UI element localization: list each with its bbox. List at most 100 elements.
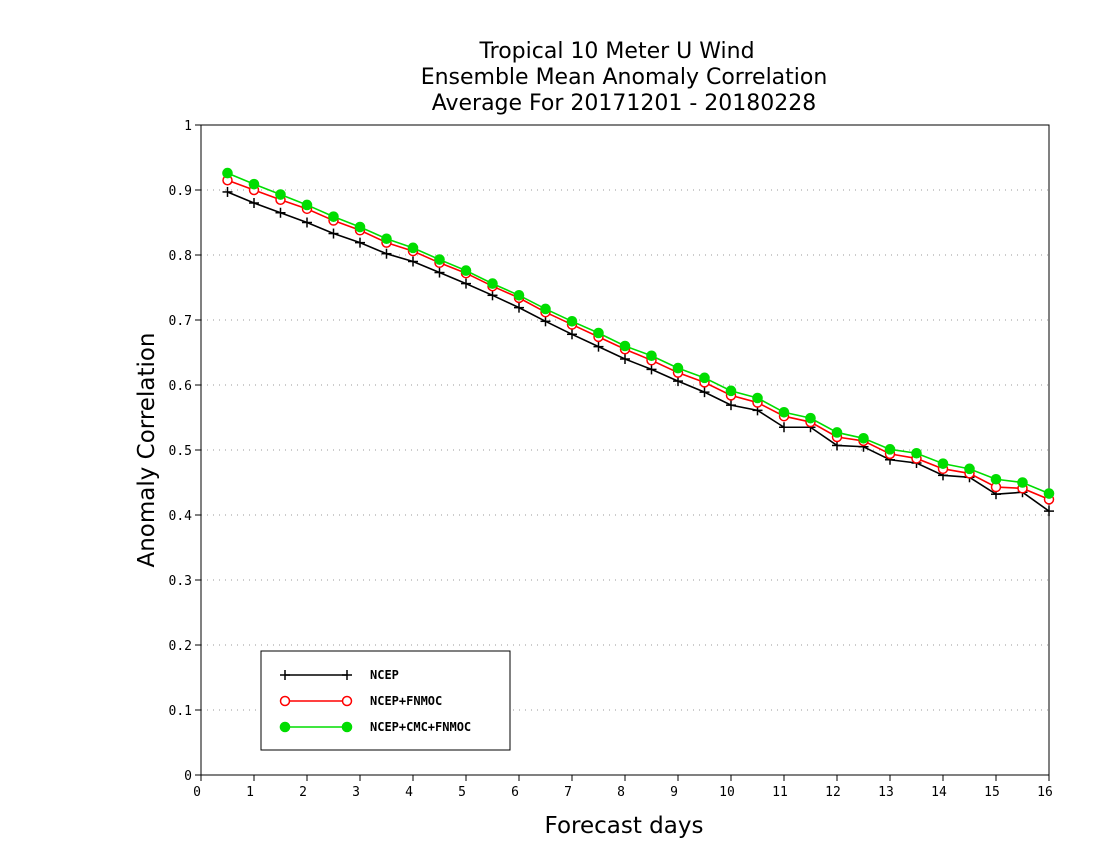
data-point [699, 387, 710, 398]
data-point [487, 290, 498, 301]
legend-label: NCEP [370, 668, 399, 682]
x-tick-label: 10 [719, 785, 735, 800]
x-tick-label: 15 [984, 785, 1000, 800]
title-line-1: Tropical 10 Meter U Wind [478, 39, 754, 64]
data-point [593, 341, 604, 352]
legend-label: NCEP+FNMOC [370, 694, 442, 708]
title-line-3: Average For 20171201 - 20180228 [432, 91, 817, 116]
data-point [699, 372, 710, 384]
chart-title: Tropical 10 Meter U Wind Ensemble Mean A… [421, 39, 828, 116]
legend-item: NCEP+FNMOC [279, 694, 442, 708]
x-tick-label: 0 [193, 785, 201, 800]
data-point [593, 327, 604, 339]
data-point [408, 256, 418, 267]
data-point [646, 364, 657, 375]
series-line [227, 179, 1050, 501]
y-tick-label: 0.3 [169, 574, 192, 589]
x-tick-label: 12 [825, 785, 841, 800]
x-tick-label: 8 [617, 785, 625, 800]
data-point [778, 407, 790, 418]
data-point [461, 278, 471, 289]
data-point [725, 385, 737, 397]
data-point [566, 316, 578, 327]
data-point [222, 167, 233, 179]
x-tick-label: 16 [1037, 785, 1053, 800]
legend-marker [279, 695, 291, 707]
legend-marker [341, 721, 353, 733]
data-point [381, 248, 392, 259]
data-point [540, 303, 551, 315]
data-point [275, 207, 286, 218]
x-tick-label: 5 [458, 785, 466, 800]
data-point [672, 362, 684, 374]
data-point [301, 199, 313, 211]
data-point [328, 211, 339, 222]
data-point [540, 316, 551, 327]
x-tick-label: 6 [511, 785, 519, 800]
legend-label: NCEP+CMC+FNMOC [370, 720, 471, 734]
y-tick-label: 0.5 [169, 444, 192, 459]
series-layer [222, 167, 1055, 517]
y-tick-label: 0.9 [169, 184, 192, 199]
legend-marker [280, 670, 290, 680]
x-tick-label: 3 [352, 785, 360, 800]
data-point [752, 392, 763, 404]
data-point [1017, 477, 1028, 488]
y-tick-label: 0.7 [169, 314, 192, 329]
data-point [355, 237, 365, 248]
x-tick-label: 7 [564, 785, 572, 800]
legend-marker [279, 721, 291, 733]
data-point [831, 427, 843, 438]
data-point [884, 444, 896, 455]
legend-marker [341, 695, 353, 707]
data-point [302, 217, 312, 228]
gridlines [201, 189, 1049, 711]
data-point [726, 400, 736, 411]
legend: NCEP NCEP+FNMOC NCEP+CMC+FNMOC [260, 650, 511, 751]
x-axis-label: Forecast days [545, 813, 704, 839]
data-point [249, 198, 259, 208]
data-point [646, 350, 657, 362]
title-line-2: Ensemble Mean Anomaly Correlation [421, 65, 828, 90]
y-tick-label: 0.4 [169, 509, 193, 524]
data-point [248, 178, 260, 190]
x-tick-label: 13 [878, 785, 894, 800]
x-tick-label: 14 [931, 785, 947, 800]
data-point [434, 267, 445, 278]
data-point [1043, 488, 1055, 499]
data-point [937, 458, 949, 469]
x-tick-label: 11 [772, 785, 788, 800]
x-tick-label: 1 [246, 785, 254, 800]
y-axis: 0 0.1 0.2 0.3 0.4 0.5 0.6 0.7 0.8 0.9 1 [169, 119, 201, 784]
x-tick-label: 4 [405, 785, 413, 800]
data-point [964, 463, 975, 475]
series-1 [222, 175, 1055, 505]
data-point [460, 265, 472, 276]
data-point [513, 290, 525, 301]
series-2 [222, 167, 1055, 499]
x-tick-label: 2 [299, 785, 307, 800]
legend-item: NCEP+CMC+FNMOC [279, 720, 471, 734]
data-point [434, 254, 445, 265]
data-point [381, 233, 392, 245]
legend-marker [342, 670, 352, 680]
data-point [487, 278, 498, 289]
data-point [222, 186, 233, 197]
y-tick-label: 0.2 [169, 639, 192, 654]
x-tick-label: 9 [670, 785, 678, 800]
data-point [858, 433, 869, 444]
y-tick-label: 1 [184, 119, 192, 134]
legend-item: NCEP [280, 668, 399, 682]
y-tick-label: 0.6 [169, 379, 192, 394]
data-point [779, 422, 789, 433]
data-point [354, 221, 366, 233]
data-point [328, 228, 339, 239]
y-axis-label: Anomaly Correlation [134, 332, 160, 567]
y-tick-label: 0.1 [169, 704, 192, 719]
data-point [990, 473, 1002, 485]
data-point [567, 329, 577, 340]
data-point [1044, 506, 1054, 517]
data-point [620, 354, 630, 364]
series-line [227, 172, 1050, 495]
